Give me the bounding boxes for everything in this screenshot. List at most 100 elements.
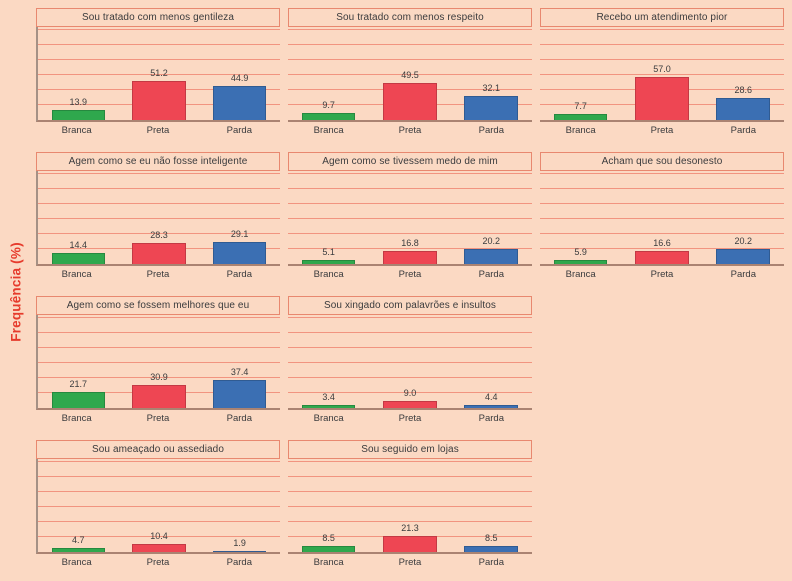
category-labels: Branca Preta Parda xyxy=(36,413,280,424)
chart-panel: Sou tratado com menos respeito 9.7 49.5 32… xyxy=(288,8,532,137)
bar-branca xyxy=(301,260,356,264)
plot-area: 21.7 30.9 37.4 xyxy=(36,315,280,410)
category-labels: Branca Preta Parda xyxy=(288,269,532,280)
panel-title: Sou ameaçado ou assediado xyxy=(91,444,225,455)
bar-branca xyxy=(301,545,356,552)
gridline xyxy=(540,28,784,30)
bar-preta xyxy=(132,242,186,264)
panel-title: Sou seguido em lojas xyxy=(361,444,459,455)
panel-title: Sou tratado com menos respeito xyxy=(336,12,484,23)
category-label-preta: Preta xyxy=(146,557,170,568)
value-label: 44.9 xyxy=(230,73,249,84)
category-label-branca: Branca xyxy=(565,125,596,136)
panel-title: Agem como se fossem melhores que eu xyxy=(66,300,250,311)
bar-parda xyxy=(464,95,519,120)
bar-slot-preta: 30.9 xyxy=(132,313,186,408)
value-label: 16.6 xyxy=(653,238,671,249)
bar-branca xyxy=(301,112,356,120)
value-label: 20.2 xyxy=(734,235,753,246)
panel-title-box: Sou tratado com menos respeito xyxy=(288,8,532,27)
value-label: 28.3 xyxy=(150,229,168,240)
gridline xyxy=(540,187,784,189)
category-label-branca: Branca xyxy=(313,413,344,424)
value-label: 9.7 xyxy=(322,99,335,110)
value-label: 5.1 xyxy=(322,247,335,258)
value-label: 4.7 xyxy=(72,535,85,546)
category-label-branca: Branca xyxy=(61,413,92,424)
bar-preta xyxy=(383,251,437,264)
gridline xyxy=(540,232,784,234)
chart-panel: Sou ameaçado ou assediado 4.7 10.4 1.9 Bra… xyxy=(36,440,280,569)
panel-title: Acham que sou desonesto xyxy=(601,156,723,167)
bar-slot-preta: 21.3 xyxy=(383,457,437,552)
category-label-parda: Parda xyxy=(478,125,504,136)
category-label-parda: Parda xyxy=(730,125,756,136)
bar-slot-branca: 4.7 xyxy=(51,457,105,552)
category-label-preta: Preta xyxy=(398,269,422,280)
value-label: 8.5 xyxy=(485,532,498,543)
value-label: 21.7 xyxy=(69,378,88,389)
bar-slot-parda: 44.9 xyxy=(213,25,267,120)
gridline xyxy=(38,43,280,45)
gridline xyxy=(288,73,532,75)
category-label-preta: Preta xyxy=(146,413,170,424)
bar-parda xyxy=(464,248,519,264)
chart-panel: Acham que sou desonesto 5.9 16.6 20.2 Bran… xyxy=(540,152,784,281)
value-label: 1.9 xyxy=(233,537,246,548)
bar-slot-preta: 10.4 xyxy=(132,457,186,552)
bar-slot-branca: 9.7 xyxy=(301,25,356,120)
gridline xyxy=(288,505,532,507)
value-label: 5.9 xyxy=(574,246,587,257)
category-labels: Branca Preta Parda xyxy=(288,557,532,568)
panel-title-box: Sou ameaçado ou assediado xyxy=(36,440,280,459)
gridline xyxy=(288,217,532,219)
bar-preta xyxy=(635,251,689,264)
bar-branca xyxy=(553,114,608,120)
panel-title: Agem como se eu não fosse inteligente xyxy=(68,156,248,167)
value-label: 13.9 xyxy=(69,96,88,107)
gridline xyxy=(38,232,280,234)
value-label: 14.4 xyxy=(69,240,88,251)
gridline xyxy=(38,58,280,60)
category-label-parda: Parda xyxy=(226,269,252,280)
gridline xyxy=(288,391,532,393)
category-label-parda: Parda xyxy=(478,557,504,568)
gridline xyxy=(288,346,532,348)
gridline xyxy=(288,520,532,522)
value-label: 57.0 xyxy=(653,64,671,75)
gridline xyxy=(540,43,784,45)
value-label: 10.4 xyxy=(150,531,168,542)
value-label: 16.8 xyxy=(401,238,419,249)
value-label: 21.3 xyxy=(401,522,419,533)
panel-title-box: Recebo um atendimento pior xyxy=(540,8,784,27)
category-label-parda: Parda xyxy=(478,269,504,280)
gridline xyxy=(540,73,784,75)
category-label-branca: Branca xyxy=(61,269,92,280)
panel-title: Sou tratado com menos gentileza xyxy=(81,12,235,23)
bar-slot-preta: 16.6 xyxy=(635,169,689,264)
bar-slot-branca: 13.9 xyxy=(51,25,105,120)
gridline xyxy=(38,376,280,378)
gridline xyxy=(288,202,532,204)
gridline xyxy=(540,172,784,174)
gridline xyxy=(38,202,280,204)
chart-panel: Sou seguido em lojas 8.5 21.3 8.5 Branca Pr… xyxy=(288,440,532,569)
category-label-branca: Branca xyxy=(313,269,344,280)
category-label-preta: Preta xyxy=(650,125,674,136)
bar-parda xyxy=(464,545,519,552)
bar-preta xyxy=(383,82,437,120)
gridline xyxy=(288,376,532,378)
gridline xyxy=(38,505,280,507)
gridline xyxy=(38,460,280,462)
bar-preta xyxy=(132,81,186,120)
bar-slot-branca: 8.5 xyxy=(301,457,356,552)
category-label-parda: Parda xyxy=(226,125,252,136)
gridline xyxy=(38,172,280,174)
panel-title-box: Sou xingado com palavrões e insultos xyxy=(288,296,532,315)
category-label-branca: Branca xyxy=(565,269,596,280)
category-label-branca: Branca xyxy=(313,125,344,136)
plot-area: 5.9 16.6 20.2 xyxy=(540,171,784,266)
panel-title-box: Agem como se fossem melhores que eu xyxy=(36,296,280,315)
category-label-preta: Preta xyxy=(398,557,422,568)
category-label-preta: Preta xyxy=(146,125,170,136)
